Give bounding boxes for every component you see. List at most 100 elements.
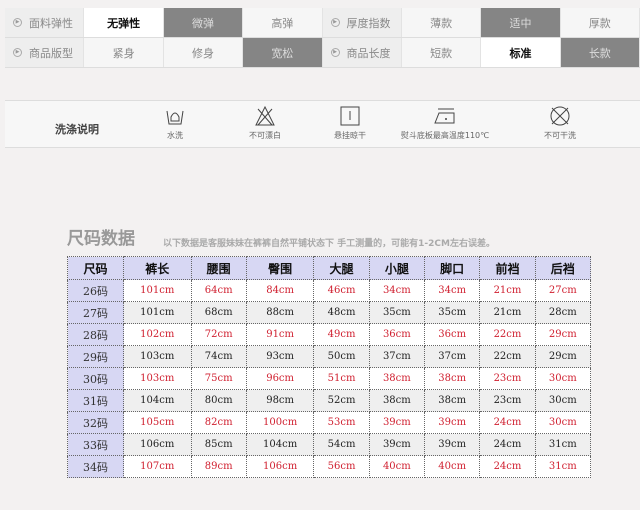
column-header: 腰围 (190, 256, 247, 280)
measurement-cell: 39cm (368, 411, 426, 434)
measurement-cell: 91cm (245, 323, 315, 346)
size-cell: 30码 (67, 367, 124, 390)
measurement-cell: 35cm (423, 301, 481, 324)
measurement-cell: 53cm (313, 411, 370, 434)
measurement-cell: 101cm (123, 279, 192, 302)
measurement-cell: 24cm (479, 433, 536, 456)
table-row: 32码 105cm 82cm 100cm 53cm 39cm 39cm 24cm 30cm (67, 411, 592, 434)
measurement-cell: 37cm (423, 345, 481, 368)
attribute-label: ▶ 面料弹性 (5, 8, 85, 37)
attribute-label-text: 商品长度 (346, 46, 391, 60)
measurement-cell: 38cm (368, 389, 426, 412)
measurement-cell: 37cm (368, 345, 426, 368)
measurement-cell: 34cm (423, 279, 481, 302)
table-row: 27码 101cm 68cm 88cm 48cm 35cm 35cm 21cm 28cm (67, 301, 592, 324)
size-cell: 34码 (67, 455, 124, 478)
no-dry-clean-item: 不可干洗 (530, 105, 590, 141)
measurement-cell: 50cm (313, 345, 370, 368)
measurement-cell: 93cm (245, 345, 315, 368)
attribute-label: ▶ 商品版型 (5, 38, 85, 67)
hand-wash-icon (166, 110, 184, 125)
measurement-cell: 39cm (423, 433, 481, 456)
measurement-cell: 64cm (190, 279, 247, 302)
measurement-cell: 75cm (190, 367, 247, 390)
attribute-option: 无弹性 (84, 8, 164, 37)
column-header: 后裆 (534, 256, 592, 280)
measurement-cell: 31cm (534, 455, 592, 478)
measurement-cell: 104cm (245, 433, 315, 456)
measurement-cell: 106cm (123, 433, 192, 456)
table-header-row: 尺码 裤长 腰围 臀围 大腿 小腿 脚口 前裆 后裆 (67, 256, 592, 280)
measurement-cell: 23cm (479, 367, 536, 390)
hand-wash-item: 水洗 (145, 105, 205, 141)
no-bleach-item: 不可漂白 (230, 105, 300, 141)
attribute-option: 高弹 (243, 8, 323, 37)
measurement-cell: 38cm (423, 389, 481, 412)
measurement-cell: 29cm (534, 323, 592, 346)
attribute-option: 微弹 (163, 8, 244, 37)
circle-arrow-icon: ▶ (13, 18, 22, 27)
measurement-cell: 30cm (534, 367, 592, 390)
size-chart-note: 以下数据是客服妹妹在裤裤自然平铺状态下 手工测量的，可能有1-2CM左右误差。 (163, 239, 495, 249)
column-header: 脚口 (423, 256, 481, 280)
measurement-cell: 38cm (423, 367, 481, 390)
attribute-option: 薄款 (401, 8, 482, 37)
measurement-cell: 31cm (534, 433, 592, 456)
measurement-cell: 52cm (313, 389, 370, 412)
table-row: 34码 107cm 89cm 106cm 56cm 40cm 40cm 24cm 31cm (67, 455, 592, 478)
measurement-cell: 68cm (190, 301, 247, 324)
attribute-option: 适中 (481, 8, 561, 37)
measurement-cell: 39cm (423, 411, 481, 434)
wash-title: 洗涤说明 (55, 123, 99, 136)
column-header: 前裆 (479, 256, 536, 280)
attribute-option: 宽松 (243, 38, 323, 67)
measurement-cell: 36cm (423, 323, 481, 346)
measurement-cell: 38cm (368, 367, 426, 390)
attribute-row: ▶ 商品版型 紧身 修身 宽松 ▶ 商品长度 短款 标准 长款 (5, 38, 640, 68)
measurement-cell: 89cm (190, 455, 247, 478)
size-cell: 26码 (67, 279, 124, 302)
measurement-cell: 49cm (313, 323, 370, 346)
attribute-grid: ▶ 面料弹性 无弹性 微弹 高弹 ▶ 厚度指数 薄款 适中 厚款 ▶ 商品版型 紧身 修身 宽松 ▶ 商品长度… (5, 8, 640, 68)
measurement-cell: 56cm (313, 455, 370, 478)
size-cell: 27码 (67, 301, 124, 324)
no-bleach-icon (255, 105, 275, 126)
table-row: 33码 106cm 85cm 104cm 54cm 39cm 39cm 24cm 31cm (67, 433, 592, 456)
size-cell: 28码 (67, 323, 124, 346)
attribute-label: ▶ 厚度指数 (322, 8, 402, 37)
wash-label: 熨斗底板最高温度110℃ (400, 131, 490, 140)
attribute-option: 标准 (481, 38, 561, 67)
measurement-cell: 21cm (479, 279, 536, 302)
measurement-cell: 74cm (190, 345, 247, 368)
measurement-cell: 98cm (245, 389, 315, 412)
attribute-label-text: 商品版型 (29, 46, 73, 60)
measurement-cell: 96cm (245, 367, 315, 390)
measurement-cell: 40cm (368, 455, 426, 478)
measurement-cell: 72cm (190, 323, 247, 346)
attribute-option: 长款 (560, 38, 640, 67)
measurement-cell: 24cm (479, 455, 536, 478)
measurement-cell: 35cm (368, 301, 426, 324)
measurement-cell: 48cm (313, 301, 370, 324)
measurement-cell: 22cm (479, 345, 536, 368)
measurement-cell: 39cm (368, 433, 426, 456)
measurement-cell: 30cm (534, 411, 592, 434)
table-row: 29码 103cm 74cm 93cm 50cm 37cm 37cm 22cm 29cm (67, 345, 592, 368)
measurement-cell: 106cm (245, 455, 315, 478)
measurement-cell: 40cm (423, 455, 481, 478)
wash-label: 不可干洗 (544, 131, 576, 140)
column-header: 大腿 (313, 256, 370, 280)
attribute-label-text: 厚度指数 (346, 16, 391, 30)
no-dry-clean-icon (550, 106, 570, 126)
attribute-label-text: 面料弹性 (29, 16, 73, 30)
size-cell: 31码 (67, 389, 124, 412)
measurement-cell: 85cm (190, 433, 247, 456)
measurement-cell: 29cm (534, 345, 592, 368)
attribute-row: ▶ 面料弹性 无弹性 微弹 高弹 ▶ 厚度指数 薄款 适中 厚款 (5, 8, 640, 38)
attribute-option: 厚款 (560, 8, 640, 37)
wash-label: 悬挂晾干 (334, 131, 366, 140)
wash-label: 不可漂白 (249, 131, 281, 140)
measurement-cell: 102cm (123, 323, 192, 346)
measurement-cell: 103cm (123, 367, 192, 390)
circle-arrow-icon: ▶ (330, 48, 340, 57)
